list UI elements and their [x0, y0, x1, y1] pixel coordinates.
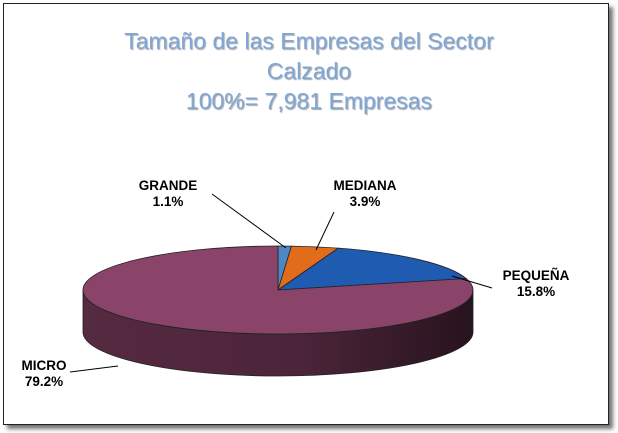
label-mediana-name: MEDIANA [333, 178, 397, 193]
label-grande-name: GRANDE [138, 178, 198, 193]
leader-line-pequena [451, 275, 493, 289]
label-grande-value: 1.1% [152, 194, 184, 209]
pie-slice-micro [82, 245, 474, 335]
chart-title-line-1: Tamaño de las Empresas del Sector [124, 28, 494, 54]
label-pequena-value: 15.8% [516, 284, 556, 299]
chart-title-line-2: Calzado [266, 58, 352, 84]
label-micro-name: MICRO [21, 358, 67, 373]
label-pequena: PEQUEÑA 15.8% [486, 268, 586, 300]
label-mediana-value: 3.9% [349, 194, 381, 209]
chart-title-line-3: 100%= 7,981 Empresas [185, 88, 433, 114]
leader-line-mediana [315, 211, 335, 251]
label-mediana: MEDIANA 3.9% [310, 178, 420, 210]
label-pequena-name: PEQUEÑA [502, 268, 570, 283]
label-micro-value: 79.2% [24, 374, 64, 389]
label-micro: MICRO 79.2% [8, 358, 80, 390]
leader-line-grande [211, 193, 287, 249]
leader-line-micro [69, 365, 119, 373]
chart-title: Tamaño de las Empresas del Sector Calzad… [0, 26, 618, 116]
pie-top-faces [82, 245, 474, 335]
label-grande: GRANDE 1.1% [118, 178, 218, 210]
pie-slice-pequeña [276, 247, 468, 291]
